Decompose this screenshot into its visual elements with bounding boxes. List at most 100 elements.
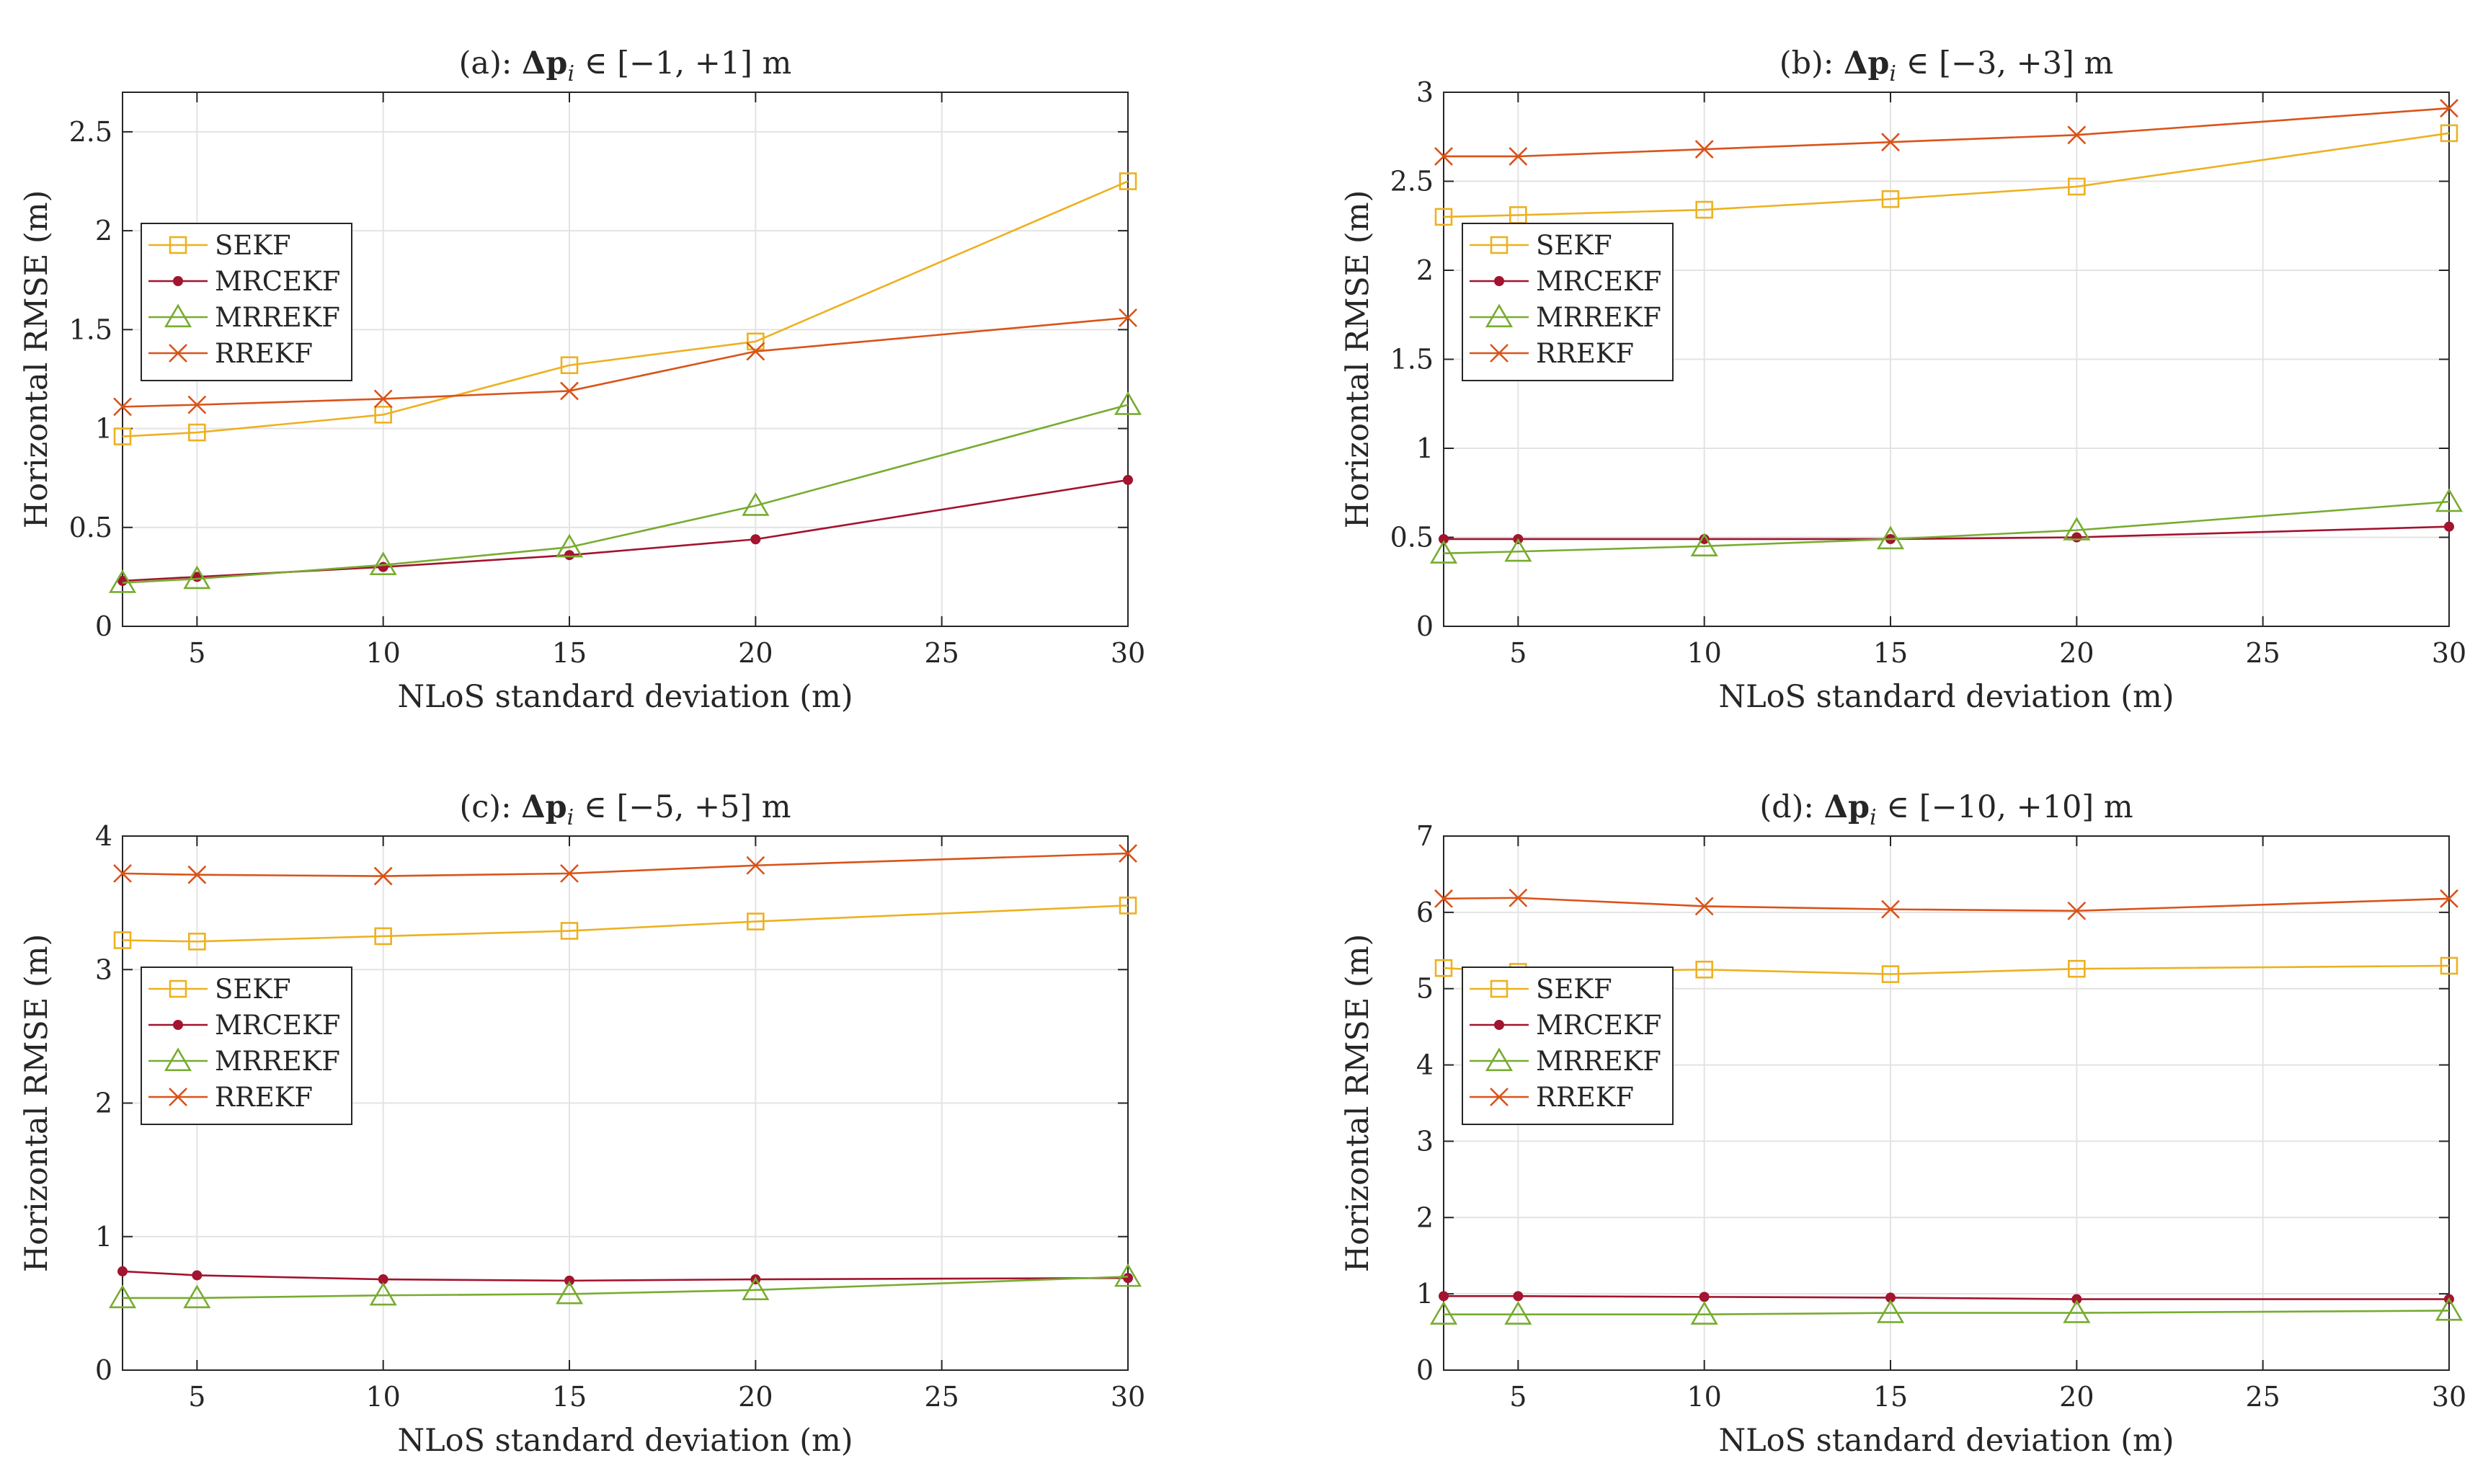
x-tick-label: 15 (1873, 637, 1908, 669)
legend-marker (1490, 236, 1509, 254)
x-tick-label: 10 (365, 1381, 400, 1413)
chart-panel-3: 5 10 15 20 25 30 0 1 2 3 4 NLoS standard deviation … (19, 789, 1145, 1459)
legend-label: MRREKF (215, 1046, 340, 1077)
data-point-mrrekf (1504, 1301, 1532, 1325)
y-tick-label: 0 (95, 610, 112, 642)
data-point-mrrekf (183, 1284, 211, 1309)
y-tick-label: 6 (1416, 897, 1434, 928)
legend-marker (1485, 303, 1514, 328)
legend-label: RREKF (215, 338, 313, 369)
legend-item-sekf: SEKF (148, 230, 291, 261)
title-prefix: (b): (1780, 45, 1844, 81)
title-suffix: ∈ [−3, +3] m (1896, 45, 2113, 81)
chart-title: (d): Δpi ∈ [−10, +10] m (1759, 789, 2133, 830)
legend-item-sekf: SEKF (148, 974, 291, 1005)
legend-item-mrrekf: MRREKF (148, 1046, 340, 1077)
data-point-sekf (374, 927, 392, 946)
title-subscript: i (567, 61, 574, 86)
data-point-mrrekf (2435, 488, 2463, 512)
legend-marker (1485, 1047, 1514, 1072)
x-tick-label: 30 (2432, 1381, 2466, 1413)
y-tick-label: 7 (1416, 820, 1434, 852)
legend-item-mrcekf: MRCEKF (148, 266, 340, 297)
title-prefix: (a): (459, 45, 522, 81)
data-point-sekf (188, 933, 206, 951)
legend-item-rrekf: RREKF (148, 338, 313, 369)
series-rrekf (113, 308, 1137, 417)
chart-title: (a): Δpi ∈ [−1, +1] m (459, 45, 792, 86)
chart-panel-1: 5 10 15 20 25 30 0 0.5 1 1.5 2 2.5 NLoS standard dev… (19, 45, 1145, 715)
series-line-mrcekf (1444, 525, 2450, 541)
data-point-sekf (1434, 959, 1453, 977)
legend-label: MRREKF (215, 302, 340, 333)
y-tick-label: 1 (95, 1221, 112, 1253)
series-line-rrekf (1444, 107, 2450, 158)
title-subscript: i (567, 805, 574, 830)
legend-label: SEKF (215, 230, 291, 261)
data-point-rrekf (746, 342, 765, 361)
x-tick-label: 30 (2432, 637, 2466, 669)
legend-marker (173, 1020, 183, 1030)
series-line-rrekf (122, 852, 1129, 877)
series-mrrekf (1429, 1297, 2463, 1325)
data-point-mrcekf (1699, 1292, 1710, 1302)
data-point-mrrekf (1876, 1299, 1905, 1323)
data-point-rrekf (2440, 889, 2458, 908)
y-tick-label: 4 (95, 820, 112, 852)
x-tick-label: 25 (2245, 637, 2280, 669)
data-point-mrrekf (369, 1281, 397, 1306)
series-line-mrcekf (122, 479, 1129, 582)
x-tick-label: 20 (2059, 1381, 2094, 1413)
x-tick-label: 15 (1873, 1381, 1908, 1413)
series-line-sekf (122, 180, 1129, 437)
data-point-rrekf (1694, 897, 1714, 916)
data-point-rrekf (1434, 889, 1453, 908)
legend-marker (1494, 1020, 1504, 1030)
data-point-sekf (1881, 190, 1900, 208)
data-point-mrrekf (742, 492, 770, 516)
axes-box (122, 92, 1129, 627)
x-tick-label: 10 (365, 637, 400, 669)
y-tick-label: 4 (1416, 1049, 1434, 1081)
data-point-rrekf (1434, 147, 1453, 166)
data-point-rrekf (187, 865, 207, 884)
series-sekf (1434, 124, 2458, 226)
chart-panel-2: 5 10 15 20 25 30 0 0.5 1 1.5 2 2.5 3 NLoS standard de… (1340, 45, 2466, 715)
legend-marker (1490, 1088, 1509, 1106)
data-point-sekf (1695, 200, 1713, 219)
x-axis-label: NLoS standard deviation (m) (1718, 679, 2174, 715)
data-point-mrcekf (564, 550, 574, 561)
data-point-rrekf (1881, 133, 1900, 152)
legend-item-rrekf: RREKF (1470, 338, 1634, 369)
data-point-rrekf (187, 395, 207, 414)
series-mrrekf (1429, 488, 2463, 564)
x-tick-label: 25 (2245, 1381, 2280, 1413)
legend-label: RREKF (1536, 338, 1634, 369)
legend-marker (1490, 344, 1509, 363)
legend-item-mrcekf: MRCEKF (1470, 1010, 1661, 1041)
x-tick-label: 20 (738, 1381, 773, 1413)
legend-item-rrekf: RREKF (1470, 1082, 1634, 1113)
data-point-sekf (1881, 965, 1900, 983)
data-point-mrrekf (1876, 525, 1905, 550)
legend-marker (1490, 979, 1509, 998)
data-point-mrrekf (108, 1284, 137, 1309)
data-point-rrekf (373, 866, 393, 886)
data-point-rrekf (560, 381, 579, 401)
data-point-mrrekf (2063, 517, 2091, 541)
legend-item-mrcekf: MRCEKF (1470, 266, 1661, 297)
y-tick-label: 0 (1416, 1354, 1434, 1386)
data-point-mrcekf (1439, 533, 1449, 544)
title-suffix: ∈ [−10, +10] m (1877, 789, 2133, 825)
data-point-mrcekf (2444, 521, 2454, 532)
legend-label: MRCEKF (1536, 266, 1661, 297)
legend: SEKF MRCEKF MRREKF RREKF (141, 967, 352, 1125)
legend-item-mrrekf: MRREKF (1470, 302, 1661, 333)
title-suffix: ∈ [−5, +5] m (574, 789, 791, 825)
data-point-sekf (113, 427, 132, 445)
data-point-mrrekf (555, 533, 584, 558)
y-tick-label: 1.5 (1390, 344, 1434, 376)
data-point-rrekf (2067, 125, 2087, 145)
data-point-mrrekf (555, 1280, 584, 1305)
